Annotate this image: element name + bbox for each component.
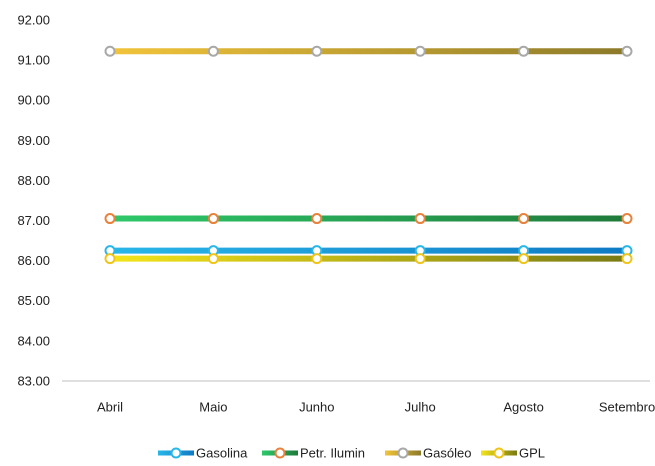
x-tick-label: Junho bbox=[299, 399, 334, 414]
legend-item: Gasolina bbox=[158, 445, 248, 460]
y-tick-label: 83.00 bbox=[17, 373, 50, 388]
y-tick-label: 91.00 bbox=[17, 53, 50, 68]
data-point bbox=[311, 213, 323, 225]
legend: Gasolina Petr. Ilumin Gasóleo GPL bbox=[158, 445, 545, 460]
x-tick-label: Julho bbox=[405, 399, 436, 414]
data-point bbox=[311, 253, 323, 265]
y-tick-label: 92.00 bbox=[17, 12, 50, 27]
legend-marker bbox=[170, 447, 182, 459]
legend-label: GPL bbox=[519, 445, 545, 460]
legend-label: Gasóleo bbox=[423, 445, 471, 460]
data-point bbox=[104, 213, 116, 225]
x-tick-label: Maio bbox=[199, 399, 227, 414]
data-point bbox=[414, 253, 426, 265]
y-tick-label: 89.00 bbox=[17, 133, 50, 148]
legend-item: Gasóleo bbox=[385, 445, 471, 460]
legend-label: Petr. Ilumin bbox=[300, 445, 365, 460]
x-tick-label: Abril bbox=[97, 399, 123, 414]
y-tick-label: 87.00 bbox=[17, 213, 50, 228]
data-point bbox=[207, 213, 219, 225]
legend-item: Petr. Ilumin bbox=[262, 445, 365, 460]
y-tick-label: 88.00 bbox=[17, 173, 50, 188]
data-point bbox=[518, 213, 530, 225]
data-point bbox=[621, 213, 633, 225]
legend-marker bbox=[493, 447, 505, 459]
data-point bbox=[207, 45, 219, 57]
data-point bbox=[621, 45, 633, 57]
data-point bbox=[104, 45, 116, 57]
y-tick-label: 86.00 bbox=[17, 253, 50, 268]
series-markers bbox=[104, 45, 633, 265]
legend-marker bbox=[274, 447, 286, 459]
data-point bbox=[518, 45, 530, 57]
data-point bbox=[518, 253, 530, 265]
x-tick-label: Agosto bbox=[503, 399, 543, 414]
legend-item: GPL bbox=[481, 445, 545, 460]
y-tick-label: 85.00 bbox=[17, 293, 50, 308]
data-point bbox=[311, 45, 323, 57]
y-tick-label: 90.00 bbox=[17, 93, 50, 108]
data-point bbox=[104, 253, 116, 265]
data-point bbox=[414, 213, 426, 225]
data-point bbox=[621, 253, 633, 265]
y-tick-label: 84.00 bbox=[17, 333, 50, 348]
legend-label: Gasolina bbox=[196, 445, 248, 460]
data-point bbox=[207, 253, 219, 265]
legend-marker bbox=[397, 447, 409, 459]
axes: 92.00 91.00 90.00 89.00 88.00 87.00 86.00 85.00… bbox=[17, 12, 655, 414]
data-point bbox=[414, 45, 426, 57]
series-lines bbox=[110, 48, 627, 262]
x-tick-label: Setembro bbox=[599, 399, 655, 414]
